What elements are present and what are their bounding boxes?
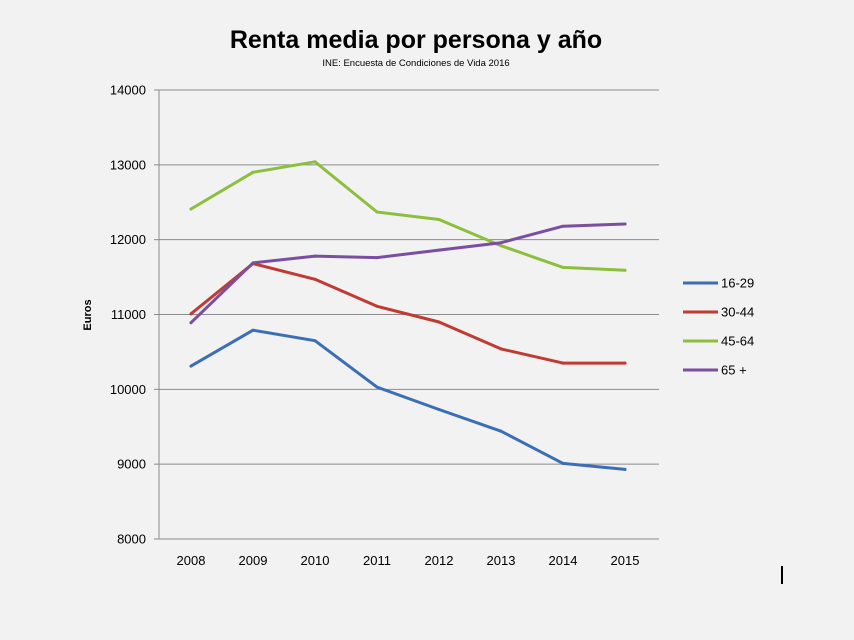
legend-label: 45-64	[721, 334, 754, 349]
series-lines	[189, 160, 627, 471]
x-tick-label: 2011	[363, 553, 391, 568]
series-line-30-44	[189, 262, 627, 365]
data-point	[437, 320, 441, 324]
data-point	[623, 467, 627, 471]
data-point	[251, 328, 255, 332]
x-tick-label: 2012	[425, 553, 454, 568]
text-cursor-mark	[781, 566, 783, 584]
y-tick-label: 8000	[117, 532, 146, 547]
data-point	[623, 268, 627, 272]
data-point	[561, 224, 565, 228]
data-point	[561, 361, 565, 365]
series-line-16-29	[189, 328, 627, 471]
y-tick-label: 13000	[110, 157, 146, 172]
y-axis-label: Euros	[82, 299, 94, 330]
x-tick-label: 2009	[239, 553, 268, 568]
data-point	[623, 222, 627, 226]
data-point	[437, 218, 441, 221]
data-point	[313, 277, 317, 281]
data-point	[189, 207, 193, 211]
data-point	[499, 244, 503, 248]
data-point	[189, 312, 193, 316]
data-point	[313, 160, 317, 164]
data-point	[437, 248, 441, 252]
data-point	[561, 265, 565, 269]
x-tick-label: 2008	[177, 553, 206, 568]
data-point	[189, 321, 193, 325]
data-point	[499, 241, 503, 245]
legend-label: 16-29	[721, 276, 754, 291]
data-point	[251, 170, 255, 174]
y-tick-label: 12000	[110, 232, 146, 247]
data-point	[623, 361, 627, 365]
y-tick-label: 10000	[110, 382, 146, 397]
data-point	[375, 385, 379, 389]
x-tick-label: 2010	[301, 553, 330, 568]
series-line-65plus	[189, 222, 627, 325]
data-point	[375, 256, 379, 260]
y-tick-label: 9000	[117, 457, 146, 472]
data-point	[499, 347, 503, 351]
legend-label: 65 +	[721, 363, 747, 378]
data-point	[499, 429, 503, 433]
gridlines	[159, 89, 659, 540]
data-point	[251, 261, 255, 265]
x-tick-label: 2013	[487, 553, 516, 568]
legend-label: 30-44	[721, 305, 754, 320]
legend: 16-29 30-44 45-64 65 +	[683, 276, 754, 378]
x-tick-label: 2014	[549, 553, 578, 568]
y-tick-label: 14000	[110, 83, 146, 98]
axes: 8000 9000 10000 11000 12000 13000 14000 2008 200…	[110, 83, 640, 569]
data-point	[189, 364, 193, 368]
series-line-45-64	[189, 160, 627, 272]
x-tick-label: 2015	[611, 553, 640, 568]
data-point	[313, 254, 317, 258]
chart-subtitle: INE: Encuesta de Condiciones de Vida 201…	[322, 58, 509, 69]
data-point	[437, 408, 441, 411]
data-point	[313, 339, 317, 343]
chart-title: Renta media por persona y año	[230, 26, 602, 54]
y-tick-label: 11000	[111, 307, 146, 322]
data-point	[375, 304, 379, 308]
data-point	[375, 210, 379, 214]
data-point	[561, 461, 565, 465]
